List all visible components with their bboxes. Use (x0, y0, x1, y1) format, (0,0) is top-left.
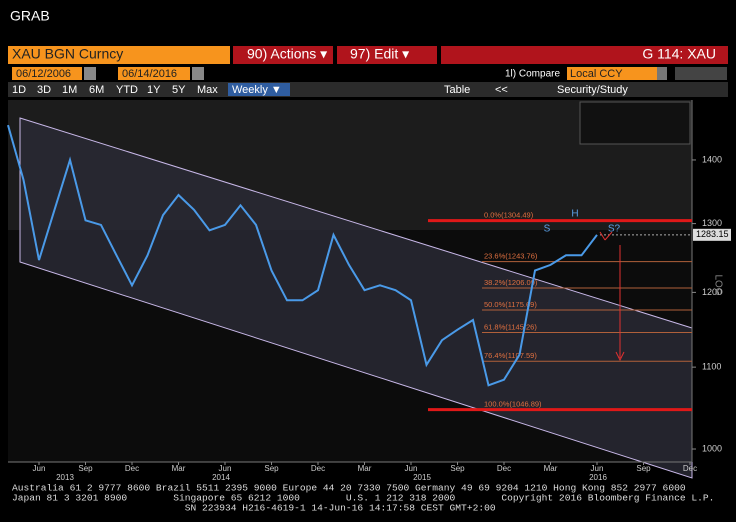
year-label: 2015 (413, 473, 431, 482)
year-label: 2014 (212, 473, 230, 482)
pattern-label: S (544, 224, 551, 235)
range-button[interactable]: 1D (12, 84, 26, 96)
x-tick-label: Jun (219, 464, 232, 473)
year-label: 2013 (56, 473, 74, 482)
calendar-icon[interactable] (192, 67, 204, 80)
x-tick-label: Dec (683, 464, 697, 473)
fib-label: 61.8%(1145.26) (484, 322, 537, 331)
x-tick-label: Jun (33, 464, 46, 473)
frequency: Weekly ▼ (232, 84, 282, 96)
fib-label: 100.0%(1046.89) (484, 400, 542, 409)
last-price-label: 1283.15 (696, 229, 729, 239)
range-button[interactable]: 1Y (147, 84, 161, 96)
back-button[interactable]: << (495, 84, 508, 96)
x-tick-label: Sep (450, 464, 465, 473)
footer-line: Japan 81 3 3201 8900 Singapore 65 6212 1… (12, 493, 714, 504)
toolbar (8, 82, 728, 97)
security: XAU BGN Curncy (12, 46, 123, 62)
toolbar-items: 1D 3D 1M 6M YTD 1Y 5Y Max (12, 84, 218, 96)
last-price-marker (693, 228, 731, 241)
x-tick-label: Sep (78, 464, 93, 473)
y-tick-label: 1200 (702, 287, 722, 297)
y-tick-label: 1400 (702, 154, 722, 164)
year-label: 2016 (589, 473, 607, 482)
fib-label: 76.4%(1107.59) (484, 351, 537, 360)
y-tick-label: 1100 (702, 362, 721, 372)
range-button[interactable]: YTD (116, 84, 138, 96)
table-button[interactable]: Table (444, 84, 470, 96)
info-box (579, 101, 691, 145)
end-date-box[interactable] (118, 67, 190, 80)
x-tick-label: Dec (125, 464, 139, 473)
security-box[interactable] (8, 46, 230, 64)
fib-label: 50.0%(1175.69) (484, 300, 537, 309)
x-tick-label: Mar (172, 464, 186, 473)
y-tick-label: 1000 (702, 443, 722, 453)
x-tick-label: Dec (311, 464, 325, 473)
fib-label: 0.0%(1304.49) (484, 211, 534, 220)
x-tick-label: Mar (358, 464, 372, 473)
y-tick-label: 1300 (702, 218, 722, 228)
button[interactable] (675, 67, 727, 80)
dropdown[interactable] (657, 67, 667, 80)
window-title: GRAB (10, 8, 50, 24)
range-button[interactable]: 3D (37, 84, 51, 96)
edit-button[interactable] (337, 46, 437, 64)
frequency-box[interactable] (228, 83, 290, 96)
footer: Australia 61 2 9777 8600 Brazil 5511 239… (12, 483, 714, 514)
start-date-box[interactable] (12, 67, 82, 80)
start-date: 06/12/2006 (16, 68, 71, 80)
x-tick-label: Dec (497, 464, 511, 473)
calendar-icon[interactable] (84, 67, 96, 80)
study-button[interactable]: Security/Study (557, 84, 628, 96)
x-tick-label: Jun (591, 464, 604, 473)
edit: 97) Edit ▾ (350, 46, 409, 62)
function-bar (441, 46, 728, 64)
x-tick-label: Sep (264, 464, 279, 473)
end-date: 06/14/2016 (122, 68, 177, 80)
x-tick-label: Jun (405, 464, 418, 473)
pattern-label: S? (608, 224, 621, 235)
currency-box[interactable] (567, 67, 657, 80)
scale-label: LOG (712, 274, 723, 295)
fib-label: 23.6%(1243.76) (484, 252, 538, 261)
trend-channel (19, 117, 693, 479)
x-tick-label: Mar (544, 464, 558, 473)
arrowhead (615, 351, 625, 362)
actions-button[interactable] (233, 46, 333, 64)
x-tick-label: Sep (636, 464, 651, 473)
arrow (599, 231, 613, 241)
actions: 90) Actions ▾ (247, 46, 327, 62)
fib-label: 38.2%(1206.09) (484, 278, 538, 287)
range-button[interactable]: Max (197, 84, 218, 96)
range-button[interactable]: 6M (89, 84, 104, 96)
price-line (7, 124, 598, 387)
footer-line: SN 223934 H216-4619-1 14-Jun-16 14:17:58… (12, 503, 496, 514)
range-button[interactable]: 5Y (172, 84, 186, 96)
range-button[interactable]: 1M (62, 84, 77, 96)
footer-line: Australia 61 2 9777 8600 Brazil 5511 239… (12, 483, 686, 494)
compare: 1l) Compare (505, 69, 560, 80)
currency: Local CCY (570, 68, 623, 80)
function: G 114: XAU (642, 46, 716, 62)
pattern-label: H (571, 209, 578, 220)
